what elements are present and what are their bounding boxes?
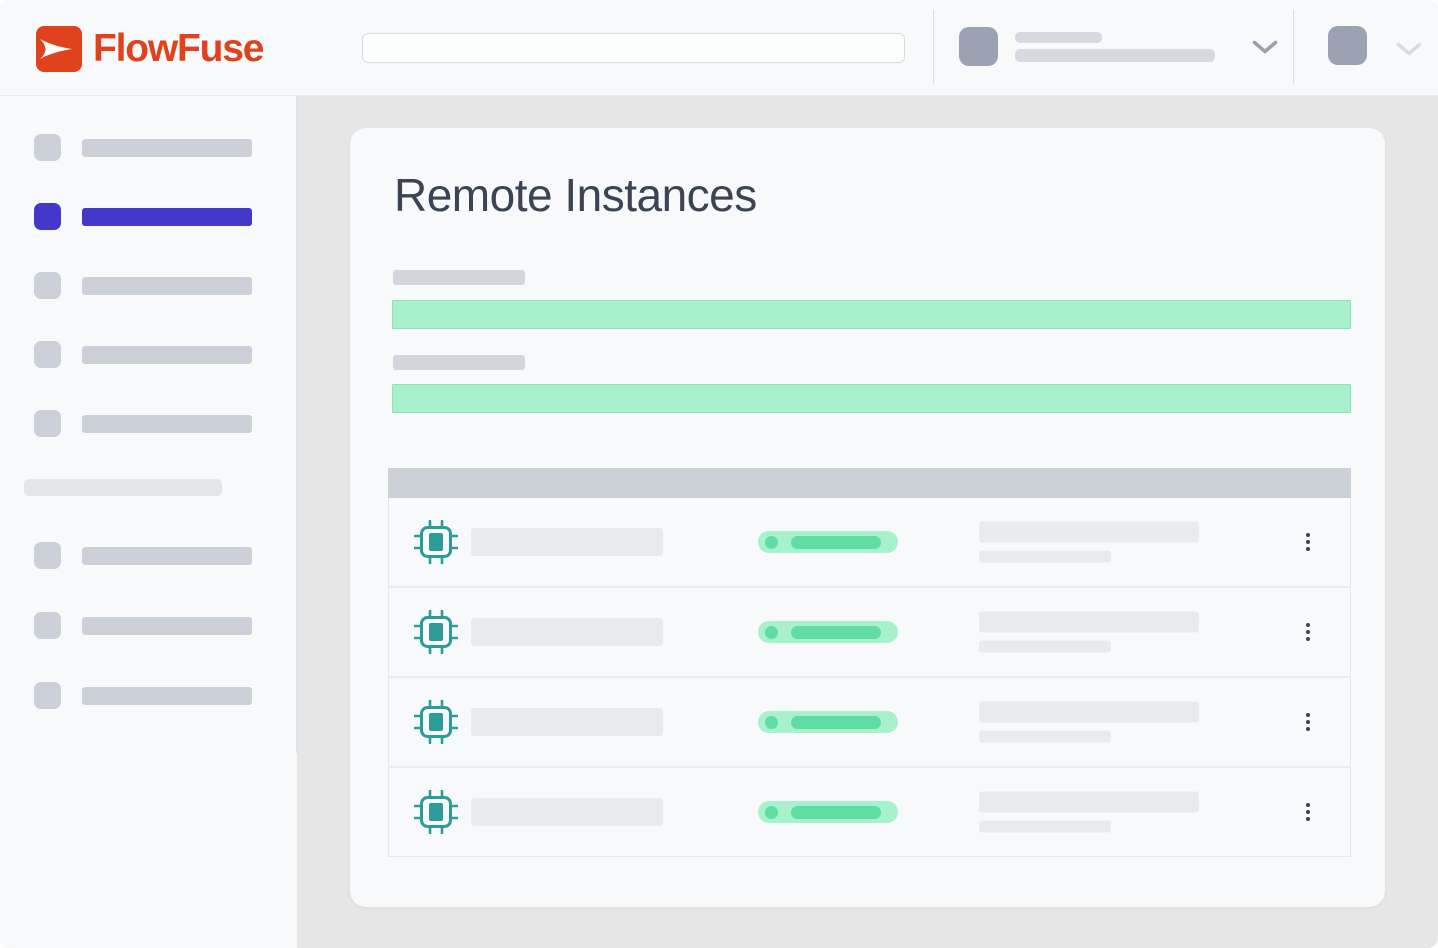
instance-name-placeholder <box>471 708 663 736</box>
status-text-placeholder <box>791 805 881 819</box>
sidebar-nav-item[interactable] <box>34 612 297 639</box>
kebab-menu-button[interactable] <box>1302 709 1314 735</box>
instance-meta-placeholder <box>979 611 1199 633</box>
sidebar-nav-item[interactable] <box>34 272 297 299</box>
table-row[interactable] <box>389 498 1350 586</box>
sidebar-secondary-nav <box>34 542 297 709</box>
nav-label-placeholder <box>82 138 252 157</box>
instance-name-placeholder <box>471 618 663 646</box>
table-body <box>388 498 1351 857</box>
instance-meta <box>979 611 1199 653</box>
chevron-down-icon <box>1252 40 1278 54</box>
status-badge <box>758 801 898 823</box>
nav-icon-placeholder <box>34 272 61 299</box>
status-text-placeholder <box>791 715 881 729</box>
chip-icon <box>414 610 458 654</box>
chip-icon <box>414 700 458 744</box>
nav-icon-placeholder <box>34 203 61 230</box>
search-input[interactable] <box>362 33 905 63</box>
team-avatar <box>959 27 998 66</box>
nav-label-placeholder <box>82 686 252 705</box>
page-title: Remote Instances <box>394 169 757 221</box>
nav-icon-placeholder <box>34 341 61 368</box>
kebab-menu-button[interactable] <box>1302 619 1314 645</box>
user-avatar <box>1328 26 1367 65</box>
status-dot <box>765 715 778 729</box>
nav-label-placeholder <box>82 414 252 433</box>
table-row[interactable] <box>389 586 1350 676</box>
instance-meta-placeholder <box>979 521 1199 543</box>
kebab-menu-button[interactable] <box>1302 529 1314 555</box>
status-text-placeholder <box>791 535 881 549</box>
nav-label-placeholder <box>82 616 252 635</box>
sidebar-nav-item[interactable] <box>34 542 297 569</box>
table-row[interactable] <box>389 676 1350 766</box>
form-input-skeleton[interactable] <box>392 384 1351 413</box>
nav-icon-placeholder <box>34 542 61 569</box>
sidebar-nav-item[interactable] <box>34 341 297 368</box>
status-text-placeholder <box>791 625 881 639</box>
nav-label-placeholder <box>82 546 252 565</box>
instance-meta-placeholder <box>979 791 1199 813</box>
status-badge <box>758 621 898 643</box>
nav-label-placeholder <box>82 276 252 295</box>
instance-meta-placeholder <box>979 550 1111 563</box>
top-bar: FlowFuse <box>0 0 1438 96</box>
team-name-placeholder <box>1015 32 1102 43</box>
status-dot <box>765 535 778 549</box>
field-label-placeholder <box>393 355 525 370</box>
kebab-menu-button[interactable] <box>1302 799 1314 825</box>
instance-meta <box>979 791 1199 833</box>
status-dot <box>765 625 778 639</box>
status-badge <box>758 531 898 553</box>
nav-icon-placeholder <box>34 410 61 437</box>
nav-icon-placeholder <box>34 134 61 161</box>
nav-label-placeholder <box>82 207 252 226</box>
instance-meta-placeholder <box>979 730 1111 743</box>
sidebar-primary-nav <box>34 134 297 437</box>
instance-meta-placeholder <box>979 820 1111 833</box>
header-divider <box>933 10 934 84</box>
nav-label-placeholder <box>82 345 252 364</box>
sidebar-scroll-track <box>296 96 298 753</box>
instance-meta <box>979 521 1199 563</box>
header-divider <box>1293 10 1294 84</box>
table-header <box>388 468 1351 498</box>
table-row[interactable] <box>389 766 1350 856</box>
instance-meta-placeholder <box>979 640 1111 653</box>
sidebar-nav-item[interactable] <box>34 134 297 161</box>
nav-icon-placeholder <box>34 682 61 709</box>
instance-meta <box>979 701 1199 743</box>
sidebar-nav-item[interactable] <box>34 410 297 437</box>
instance-meta-placeholder <box>979 701 1199 723</box>
sidebar-section-label-placeholder <box>24 479 222 496</box>
form-input-skeleton[interactable] <box>392 300 1351 329</box>
team-subtitle-placeholder <box>1015 49 1215 62</box>
flowfuse-logo[interactable]: FlowFuse <box>36 25 264 73</box>
sidebar <box>0 96 297 948</box>
sidebar-nav-item[interactable] <box>34 682 297 709</box>
remote-instances-card: Remote Instances <box>350 128 1385 907</box>
instances-table <box>388 468 1351 857</box>
instance-name-placeholder <box>471 528 663 556</box>
logo-text: FlowFuse <box>93 27 264 70</box>
status-badge <box>758 711 898 733</box>
status-dot <box>765 805 778 819</box>
chip-icon <box>414 790 458 834</box>
nav-icon-placeholder <box>34 612 61 639</box>
flowfuse-logo-icon <box>36 26 82 72</box>
instance-name-placeholder <box>471 798 663 826</box>
field-label-placeholder <box>393 270 525 285</box>
chevron-down-icon <box>1396 42 1422 56</box>
sidebar-nav-item[interactable] <box>34 203 297 230</box>
chip-icon <box>414 520 458 564</box>
